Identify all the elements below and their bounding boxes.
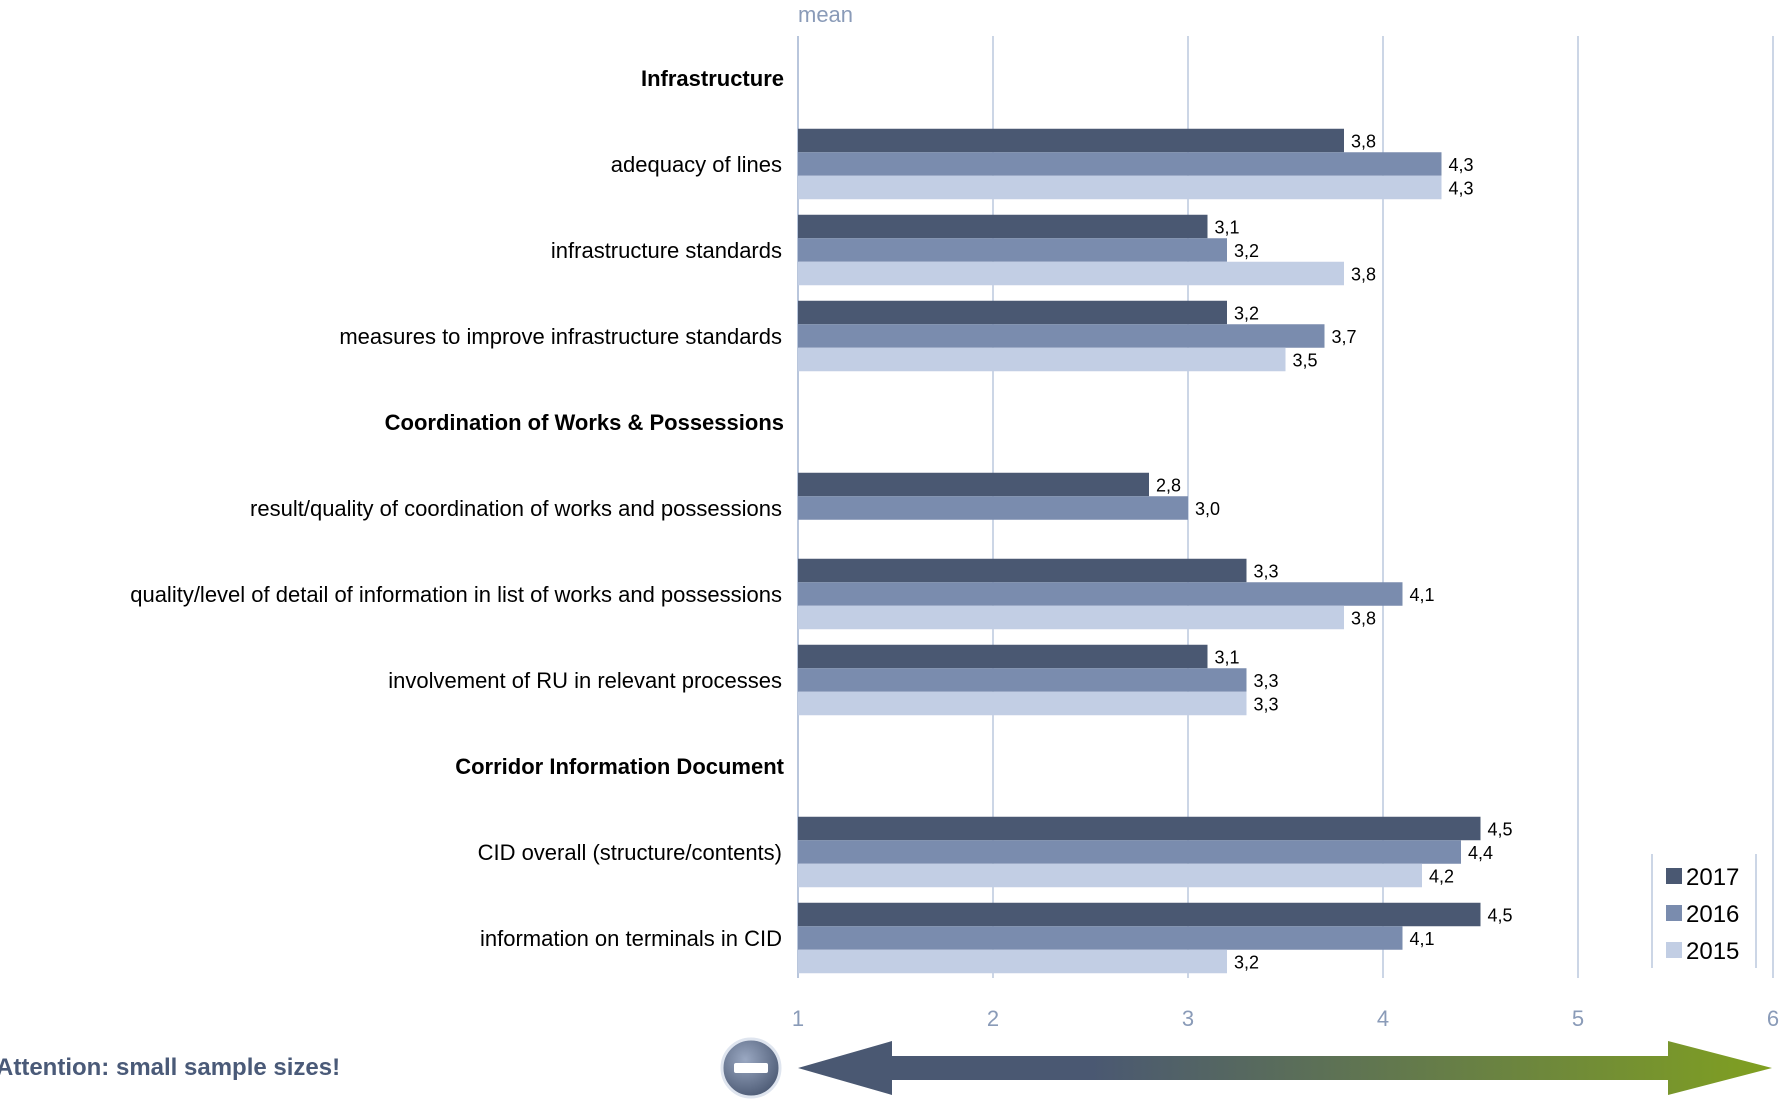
bar-2015 — [798, 261, 1344, 286]
section-heading: Coordination of Works & Possessions — [385, 410, 784, 435]
section-heading: Corridor Information Document — [455, 754, 784, 779]
bar-2017 — [798, 816, 1481, 841]
data-label: 4,2 — [1429, 867, 1454, 887]
category-label: CID overall (structure/contents) — [478, 840, 782, 865]
tick-label: 5 — [1572, 1006, 1584, 1031]
category-label: result/quality of coordination of works … — [250, 496, 782, 521]
tick-label: 2 — [987, 1006, 999, 1031]
tick-label: 1 — [792, 1006, 804, 1031]
tick-label: 4 — [1377, 1006, 1389, 1031]
bar-2016 — [798, 238, 1227, 262]
data-label: 3,3 — [1254, 562, 1279, 582]
bar-2015 — [798, 691, 1247, 716]
legend-label: 2017 — [1686, 864, 1739, 891]
data-label: 3,3 — [1254, 695, 1279, 715]
legend-swatch — [1666, 942, 1682, 958]
data-label: 3,3 — [1254, 671, 1279, 691]
section-heading: Infrastructure — [641, 66, 784, 91]
data-label: 2,8 — [1156, 476, 1181, 496]
legend-swatch — [1666, 868, 1682, 884]
legend-swatch — [1666, 905, 1682, 921]
bar-2017 — [798, 300, 1227, 325]
data-label: 3,8 — [1351, 609, 1376, 629]
data-label: 3,0 — [1195, 499, 1220, 519]
bar-2017 — [798, 644, 1208, 669]
bar-2016 — [798, 668, 1247, 692]
data-label: 4,1 — [1410, 929, 1435, 949]
bar-2015 — [798, 347, 1286, 372]
bar-2017 — [798, 902, 1481, 927]
axis-unit-label: mean — [798, 2, 853, 27]
tick-label: 3 — [1182, 1006, 1194, 1031]
data-label: 3,5 — [1293, 351, 1318, 371]
bar-2016 — [798, 324, 1325, 348]
legend-label: 2015 — [1686, 938, 1739, 965]
bar-2017 — [798, 472, 1149, 497]
category-label: information on terminals in CID — [480, 926, 782, 951]
data-label: 3,1 — [1215, 648, 1240, 668]
data-label: 4,3 — [1449, 155, 1474, 175]
bar-2017 — [798, 214, 1208, 239]
data-label: 3,2 — [1234, 304, 1259, 324]
category-label: infrastructure standards — [551, 238, 782, 263]
data-label: 4,5 — [1488, 906, 1513, 926]
bar-2016 — [798, 582, 1403, 606]
data-label: 4,3 — [1449, 179, 1474, 199]
category-label: quality/level of detail of information i… — [130, 582, 782, 607]
bar-2015 — [798, 605, 1344, 630]
bar-2015 — [798, 175, 1442, 200]
data-label: 3,7 — [1332, 327, 1357, 347]
bar-2016 — [798, 496, 1188, 520]
bar-2016 — [798, 926, 1403, 950]
attention-note: Attention: small sample sizes! — [0, 1054, 341, 1081]
category-label: involvement of RU in relevant processes — [388, 668, 782, 693]
bar-2016 — [798, 152, 1442, 176]
data-label: 4,5 — [1488, 820, 1513, 840]
bar-2017 — [798, 558, 1247, 583]
bar-2016 — [798, 840, 1461, 864]
category-label: measures to improve infrastructure stand… — [339, 324, 782, 349]
tick-label: 6 — [1767, 1006, 1779, 1031]
minus-bar — [734, 1063, 768, 1073]
data-label: 3,8 — [1351, 265, 1376, 285]
data-label: 4,4 — [1468, 843, 1493, 863]
data-label: 3,2 — [1234, 953, 1259, 973]
data-label: 3,1 — [1215, 218, 1240, 238]
data-label: 3,8 — [1351, 132, 1376, 152]
data-label: 4,1 — [1410, 585, 1435, 605]
bar-2017 — [798, 128, 1344, 153]
data-label: 3,2 — [1234, 241, 1259, 261]
bar-2015 — [798, 949, 1227, 974]
bar-2015 — [798, 863, 1422, 888]
category-label: adequacy of lines — [611, 152, 782, 177]
legend-label: 2016 — [1686, 901, 1739, 928]
gradient-double-arrow-icon — [798, 1041, 1772, 1095]
